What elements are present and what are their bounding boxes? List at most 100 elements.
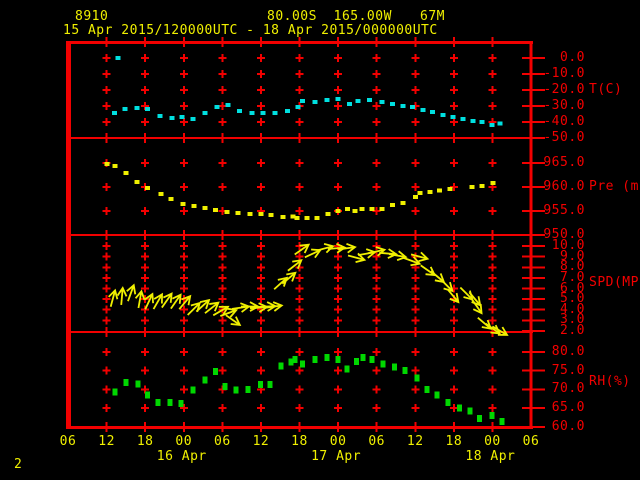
wind-arrow-shaft [338,246,355,251]
wind-arrow [477,317,493,330]
x-axis-hour-label: 18 [136,434,154,449]
wind-arrow [471,298,483,315]
wind-arrow-head [153,292,163,304]
wind-arrow [316,243,335,254]
y-axis-tick-label: 10.0 [551,238,585,254]
pressure-point [437,188,443,193]
y-axis-tick-label: -50.0 [543,130,585,145]
wind-arrow-shaft [304,249,320,259]
y-axis-tick-label: 80.0 [551,343,585,359]
relative_humidity-point [190,386,196,394]
y-axis-tick-label: 5.0 [560,291,585,307]
wind-arrow [304,248,322,259]
x-axis-hour-label: 06 [368,434,385,449]
wind-arrow [170,293,182,310]
wind-arrow [108,288,119,308]
temperature-point [390,102,396,107]
wind-arrow [446,288,460,304]
pressure-point [112,163,118,168]
wind-arrow-head [218,305,230,316]
wind-arrow-head [375,246,387,257]
time-range: 15 Apr 2015/120000UTC - 18 Apr 2015/0000… [63,23,438,38]
wind-arrow-shaft [219,309,236,317]
relative_humidity-point [155,399,161,407]
y-axis-tick-label: 6.0 [560,280,585,296]
temperature-point [410,104,416,109]
relative_humidity-point [499,417,505,425]
wind-arrow-shaft [264,304,281,309]
temperature-point [169,116,175,120]
wind-arrow [410,251,430,262]
wind-arrow-head [346,242,357,254]
temperature-point [324,98,330,103]
wind-arrow-shaft [109,291,116,308]
pressure-point [104,161,110,166]
wind-arrow [144,292,155,310]
x-axis-date-label: 18 Apr [465,449,516,464]
relative_humidity-point [145,391,151,399]
y-axis-tick-label: 65.0 [551,400,585,416]
pressure-point [294,216,300,221]
relative_humidity-point [380,360,386,368]
wind-arrow-shaft [485,322,500,334]
y-axis-tick-label: 9.0 [560,248,585,264]
temperature-point [111,111,117,116]
wind-arrow-shaft [120,288,124,306]
wind-arrow-head [277,276,289,287]
wind-arrow [219,307,239,318]
wind-arrow-shaft [212,306,228,317]
y-axis-tick-label: 950.0 [543,227,585,242]
relative_humidity-point [445,399,451,407]
wind-arrow-shaft [367,249,384,255]
pressure-point [412,195,418,200]
wind-arrow [212,305,230,317]
frame-top [66,41,533,44]
wind-arrow [178,294,192,310]
relative_humidity-point [335,355,341,363]
station-elevation: 67M [420,9,445,24]
station-id: 8910 [75,9,109,24]
temperature-point [497,121,503,126]
relative_humidity-point [369,355,375,363]
wind-arrow-shaft [144,294,153,310]
pressure-point [335,208,341,213]
relative_humidity-point [489,412,495,420]
pressure-point [191,204,197,209]
wind-arrow [240,301,260,312]
x-axis-hour-label: 18 [291,434,308,449]
temperature-point [335,96,341,101]
temperature-point [450,115,456,120]
wind-arrow-shaft [225,314,240,326]
temperature-point [260,111,266,116]
x-axis-hour-label: 18 [445,434,463,449]
pressure-point [400,200,406,205]
relative_humidity-point [178,399,184,407]
relative_humidity-point [300,360,306,368]
y-axis-tick-label: 960.0 [543,178,585,194]
axis-label-temperature: T(C) [589,82,623,97]
temperature-point [440,112,446,117]
axis-label-pressure: Pre (mb) [589,179,640,194]
wind-arrow-shaft [468,291,481,306]
y-axis-tick-label: -10.0 [543,66,585,81]
wind-arrow [491,325,509,336]
temperature-point [295,104,301,109]
pressure-point [304,216,310,221]
pressure-point [290,214,296,219]
wind-arrow [485,322,502,335]
x-axis-hour-label: 12 [252,434,270,449]
wind-arrow-shaft [410,253,427,260]
wind-arrow-head [286,271,297,282]
x-axis-hour-label: 12 [98,434,115,449]
x-axis-hour-label: 06 [214,434,231,449]
temperature-point [134,106,140,111]
temperature-point [214,104,220,109]
wind-arrow [403,256,422,267]
x-axis-date-label: 17 Apr [311,449,362,464]
temperature-point [249,111,255,116]
wind-arrow [161,292,173,309]
relative_humidity-point [202,376,208,384]
panel-divider [66,234,533,236]
wind-arrow-head [144,292,155,304]
